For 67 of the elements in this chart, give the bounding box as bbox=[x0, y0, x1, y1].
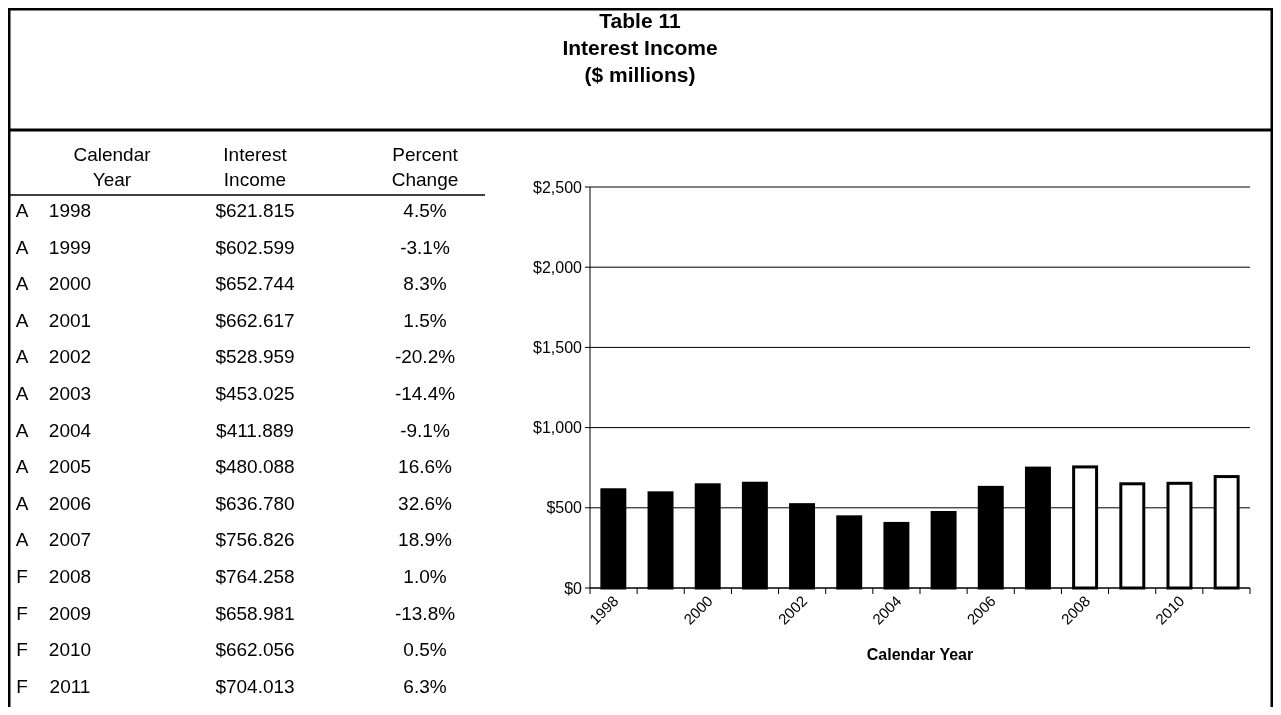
text: -14.4% bbox=[394, 383, 456, 404]
text: $602.599 bbox=[215, 236, 295, 258]
y2-tick-label: A bbox=[15, 492, 29, 514]
y-tick-label: 2009 bbox=[48, 602, 92, 624]
text: $662.617 bbox=[215, 309, 295, 331]
y-tick-label: $500 bbox=[546, 499, 583, 517]
x-axis-title: Calendar Year bbox=[866, 646, 974, 663]
text: 6.3% bbox=[403, 675, 447, 697]
text: $528.959 bbox=[215, 346, 295, 368]
text: -9.1% bbox=[400, 419, 450, 441]
text: 18.9% bbox=[398, 529, 452, 551]
x-tick-label: Percent Change bbox=[391, 144, 459, 190]
y-tick-label: 2002 bbox=[48, 346, 92, 368]
y-tick-label: $1,500 bbox=[533, 339, 583, 356]
y2-tick-label: A bbox=[15, 346, 29, 368]
y-tick-label: 2008 bbox=[48, 566, 92, 587]
text: 32.6% bbox=[398, 492, 452, 514]
text: 1.0% bbox=[403, 566, 447, 587]
y-tick-label: 1999 bbox=[48, 236, 92, 258]
y-tick-label: $2,000 bbox=[533, 258, 583, 276]
y2-tick-label: A bbox=[15, 456, 29, 478]
text: 8.3% bbox=[403, 273, 447, 295]
y2-tick-label: A bbox=[15, 200, 29, 221]
text: $480.088 bbox=[215, 456, 295, 478]
y2-tick-label: F bbox=[16, 566, 28, 587]
y2-tick-label: A bbox=[15, 236, 29, 258]
y-tick-label: $2,500 bbox=[533, 178, 583, 196]
text: $411.889 bbox=[216, 419, 294, 441]
y-tick-label: $0 bbox=[564, 579, 583, 597]
y2-tick-label: F bbox=[16, 675, 28, 697]
y2-tick-label: A bbox=[15, 309, 29, 331]
text: -20.2% bbox=[394, 346, 456, 368]
y-tick-label: 2001 bbox=[48, 309, 92, 331]
text: 16.6% bbox=[398, 456, 452, 478]
text: $704.013 bbox=[215, 675, 295, 697]
y2-tick-label: F bbox=[16, 639, 28, 661]
y-tick-label: 2011 bbox=[49, 675, 91, 697]
text: -3.1% bbox=[400, 236, 450, 258]
text: 0.5% bbox=[403, 639, 447, 661]
text: $621.815 bbox=[215, 200, 295, 221]
y-tick-label: 2007 bbox=[48, 529, 92, 551]
y-tick-label: 2004 bbox=[48, 419, 92, 441]
y-tick-label: 2003 bbox=[48, 383, 92, 404]
y2-tick-label: A bbox=[15, 273, 29, 295]
chart-title: Table 11 Interest Income ($ millions) bbox=[562, 9, 718, 86]
y2-tick-label: A bbox=[15, 383, 29, 404]
y-axis-title: Calendar Year bbox=[73, 144, 152, 190]
y2-tick-label: F bbox=[16, 602, 28, 624]
y-tick-label: 2006 bbox=[48, 492, 92, 514]
text: $652.744 bbox=[215, 273, 295, 295]
y2-tick-label: A bbox=[15, 529, 29, 551]
y2-tick-label: A bbox=[15, 419, 29, 441]
text: -13.8% bbox=[394, 602, 456, 624]
y-tick-label: 2005 bbox=[48, 456, 92, 478]
y-tick-label: 2010 bbox=[48, 639, 92, 661]
x-tick-label: Interest Income bbox=[223, 144, 288, 190]
text: $636.780 bbox=[215, 492, 295, 514]
text: 1.5% bbox=[403, 309, 447, 331]
text: $662.056 bbox=[215, 639, 295, 661]
text: $453.025 bbox=[215, 383, 295, 404]
text: $658.981 bbox=[215, 602, 295, 624]
y-tick-label: 2000 bbox=[48, 273, 92, 295]
text: $756.826 bbox=[215, 529, 295, 551]
text: $764.258 bbox=[215, 566, 295, 587]
y-tick-label: 1998 bbox=[48, 200, 92, 221]
text: 4.5% bbox=[403, 200, 447, 221]
y-tick-label: $1,000 bbox=[533, 419, 583, 437]
